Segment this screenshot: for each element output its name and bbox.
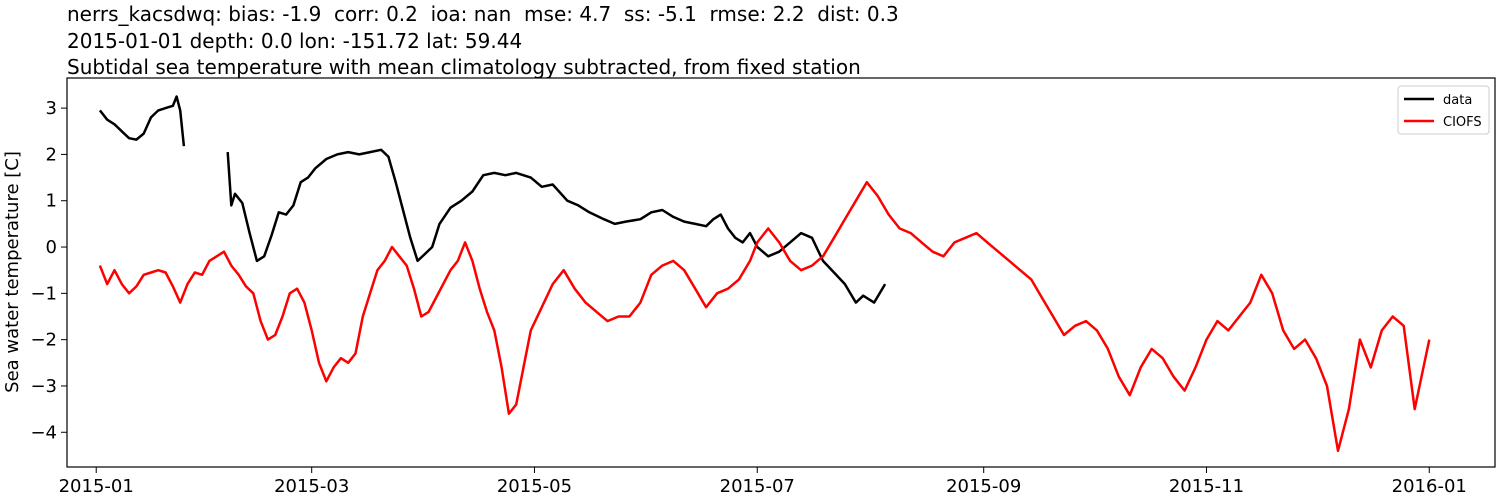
legend: data CIOFS [1397, 85, 1490, 135]
series-line-ciofs-0 [98, 180, 1431, 453]
x-tick-label: 2015-07 [720, 476, 795, 497]
x-tick-label: 2015-11 [1169, 476, 1244, 497]
chart-stats-line: nerrs_kacsdwq: bias: -1.9 corr: 0.2 ioa:… [67, 2, 899, 26]
y-tick-label: 1 [46, 191, 57, 212]
y-tick-label: 0 [46, 237, 57, 258]
y-tick-label: 2 [46, 144, 57, 165]
y-tick-label: −1 [30, 283, 57, 304]
series-layer [98, 95, 1431, 453]
x-tick-label: 2015-09 [946, 476, 1021, 497]
x-tick-label: 2016-01 [1392, 476, 1467, 497]
x-tick-label: 2015-03 [274, 476, 349, 497]
series-line-data-1 [226, 148, 887, 304]
chart-title: Subtidal sea temperature with mean clima… [67, 55, 861, 79]
y-tick-label: 3 [46, 98, 57, 119]
series-ciofs [98, 180, 1431, 453]
chart-station-line: 2015-01-01 depth: 0.0 lon: -151.72 lat: … [67, 29, 523, 53]
series-data [98, 95, 887, 304]
y-tick-label: −4 [30, 422, 57, 443]
y-tick-label: −3 [30, 376, 57, 397]
y-tick-label: −2 [30, 330, 57, 351]
x-tick-label: 2015-05 [497, 476, 572, 497]
series-line-data-0 [98, 95, 186, 147]
x-tick-label: 2015-01 [59, 476, 134, 497]
y-axis-label: Sea water temperature [C] [2, 151, 23, 393]
legend-label-ciofs: CIOFS [1443, 115, 1482, 130]
legend-label-data: data [1443, 93, 1472, 108]
plot-frame [66, 77, 1496, 468]
axis-ticks: 2015-01 2015-03 2015-05 2015-07 2015-09 2015-… [30, 98, 1466, 497]
